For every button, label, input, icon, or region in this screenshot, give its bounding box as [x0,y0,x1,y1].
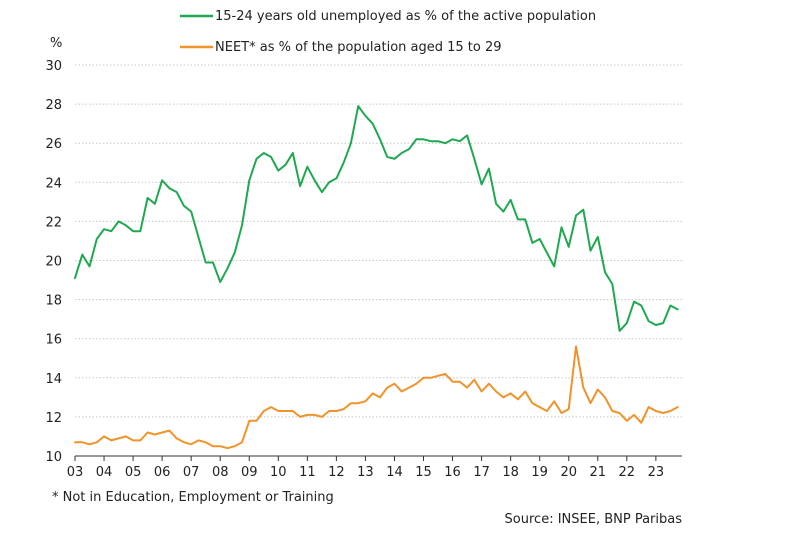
y-tick-label: 24 [45,176,62,191]
y-tick-label: 18 [45,294,62,309]
gridlines [75,64,682,457]
y-tick-label: 10 [45,450,62,465]
series-lines [74,105,679,450]
y-tick-label: 14 [45,372,62,387]
x-tick-label: 13 [357,465,374,480]
x-tick-label: 19 [531,465,548,480]
y-tick-label: 28 [45,98,62,113]
y-tick-label: 26 [45,137,62,152]
legend-label-1: 15-24 years old unemployed as % of the a… [215,9,596,24]
x-tick-label: 05 [125,465,142,480]
y-tick-label: 12 [45,411,62,426]
x-tick-label: 10 [270,465,287,480]
legend-label-2: NEET* as % of the population aged 15 to … [215,40,502,55]
x-tick-label: 11 [299,465,316,480]
y-axis-ticks: 10 12 14 16 18 20 22 24 26 28 30 [45,59,62,465]
x-tick-label: 06 [154,465,171,480]
x-axis-ticks: 03 04 05 06 07 08 09 10 11 12 13 14 15 16 17 18 19 20 21 22… [67,456,664,480]
x-tick-label: 12 [328,465,345,480]
y-tick-label: 20 [45,255,62,270]
series-line-2 [74,345,679,450]
series-line-1 [74,105,679,332]
x-tick-label: 21 [590,465,607,480]
x-tick-label: 22 [619,465,636,480]
y-axis-unit-label: % [50,36,62,51]
x-tick-label: 23 [648,465,665,480]
y-tick-label: 22 [45,215,62,230]
x-tick-label: 09 [241,465,258,480]
x-tick-label: 03 [67,465,84,480]
x-tick-label: 07 [183,465,200,480]
x-tick-label: 16 [444,465,461,480]
x-tick-label: 17 [473,465,490,480]
x-tick-label: 14 [386,465,403,480]
y-tick-label: 16 [45,333,62,348]
y-tick-label: 30 [45,59,62,74]
footnote: * Not in Education, Employment or Traini… [52,490,334,505]
x-tick-label: 18 [502,465,519,480]
x-tick-label: 08 [212,465,229,480]
x-tick-label: 04 [96,465,113,480]
legend: 15-24 years old unemployed as % of the a… [180,9,596,55]
x-tick-label: 15 [415,465,432,480]
source-note: Source: INSEE, BNP Paribas [504,512,682,527]
x-tick-label: 20 [560,465,577,480]
